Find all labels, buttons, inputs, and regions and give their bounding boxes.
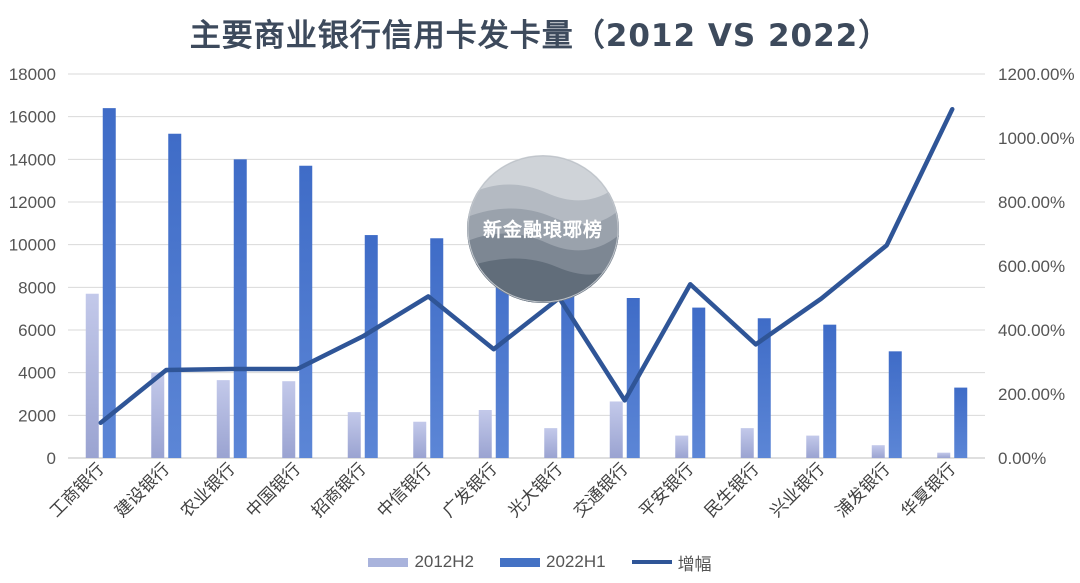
category-label: 浦发银行: [832, 459, 894, 521]
legend-label-growth: 增幅: [677, 554, 712, 574]
growth-line: [98, 106, 955, 426]
left-tick-label: 16000: [9, 108, 56, 127]
bar-2012H2-浦发银行: [871, 445, 885, 458]
bar-2012H2-中国银行: [282, 381, 296, 458]
left-tick-label: 4000: [18, 364, 56, 383]
right-axis: 0.00% 200.00% 400.00% 600.00% 800.00% 1000.00…: [998, 65, 1075, 468]
right-tick-label: 1200.00%: [998, 65, 1075, 84]
bar-2012H2-民生银行: [740, 428, 754, 458]
left-tick-label: 0: [47, 449, 56, 468]
category-label: 建设银行: [112, 459, 174, 521]
bar-2022H1-建设银行: [168, 133, 182, 458]
bar-2012H2-交通银行: [609, 401, 623, 458]
bar-2012H2-广发银行: [478, 410, 492, 458]
watermark-text: 新金融琅琊榜: [482, 219, 603, 241]
bar-2012H2-农业银行: [216, 380, 230, 458]
left-tick-label: 6000: [18, 321, 56, 340]
category-label: 中信银行: [374, 459, 436, 521]
chart-legend: 2012H2 2022H1 增幅: [0, 548, 1080, 576]
right-tick-label: 600.00%: [998, 257, 1065, 276]
category-label: 华夏银行: [898, 459, 960, 521]
category-label: 招商银行: [308, 459, 370, 521]
bar-2022H1-兴业银行: [823, 324, 837, 458]
bar-2012H2-兴业银行: [806, 435, 820, 458]
bar-2022H1-广发银行: [495, 242, 509, 458]
bar-2022H1-中国银行: [299, 165, 313, 458]
bar-2012H2-工商银行: [85, 293, 99, 458]
left-tick-label: 12000: [9, 193, 56, 212]
left-tick-label: 10000: [9, 236, 56, 255]
legend-label-2012h2: 2012H2: [414, 552, 474, 571]
legend-swatch-growth: [631, 560, 672, 564]
left-tick-label: 8000: [18, 278, 56, 297]
category-label: 兴业银行: [767, 459, 829, 521]
legend-swatch-2022h1: [500, 557, 540, 567]
legend-label-2022h1: 2022H1: [546, 552, 606, 571]
right-tick-label: 0.00%: [998, 449, 1046, 468]
legend-item-growth: 增幅: [631, 550, 712, 575]
bar-2022H1-华夏银行: [954, 387, 968, 458]
left-tick-label: 14000: [9, 150, 56, 169]
legend-item-2012h2: 2012H2: [368, 552, 474, 572]
bar-2012H2-光大银行: [544, 428, 558, 458]
category-axis: 工商银行 建设银行 农业银行 中国银行 招商银行 中信银行 广发银行 光大银行 交通银行 平安银行…: [46, 459, 960, 521]
bar-2022H1-招商银行: [364, 235, 378, 458]
category-label: 平安银行: [636, 459, 698, 521]
right-tick-label: 800.00%: [998, 193, 1065, 212]
watermark-logo: 新金融琅琊榜: [467, 155, 619, 303]
bar-2012H2-招商银行: [347, 412, 361, 458]
bar-2022H1-中信银行: [430, 238, 444, 458]
bar-2022H1-工商银行: [102, 108, 116, 458]
left-axis: 0 2000 4000 6000 8000 10000 12000 14000 16000 180…: [9, 65, 56, 468]
bar-2022H1-交通银行: [626, 298, 640, 458]
category-label: 工商银行: [46, 459, 108, 521]
bar-2022H1-农业银行: [233, 159, 247, 459]
category-label: 交通银行: [570, 459, 632, 521]
category-label: 农业银行: [177, 459, 239, 521]
bar-2022H1-民生银行: [757, 318, 771, 458]
category-label: 中国银行: [243, 459, 305, 521]
chart-title: 主要商业银行信用卡发卡量（2012 VS 2022）: [189, 18, 891, 54]
category-label: 民生银行: [701, 459, 763, 521]
right-tick-label: 400.00%: [998, 321, 1065, 340]
bar-2012H2-平安银行: [675, 435, 689, 458]
right-tick-label: 200.00%: [998, 385, 1065, 404]
bar-2012H2-华夏银行: [937, 452, 951, 458]
category-label: 广发银行: [439, 459, 501, 521]
bar-2022H1-平安银行: [692, 307, 706, 458]
bar-2022H1-浦发银行: [888, 351, 902, 458]
legend-item-2022h1: 2022H1: [500, 552, 606, 572]
right-tick-label: 1000.00%: [998, 129, 1075, 148]
bar-2012H2-中信银行: [413, 421, 427, 458]
bar-2012H2-建设银行: [151, 372, 165, 458]
legend-swatch-2012h2: [368, 557, 409, 567]
left-tick-label: 18000: [9, 65, 56, 84]
left-tick-label: 2000: [18, 406, 56, 425]
category-label: 光大银行: [505, 459, 567, 521]
